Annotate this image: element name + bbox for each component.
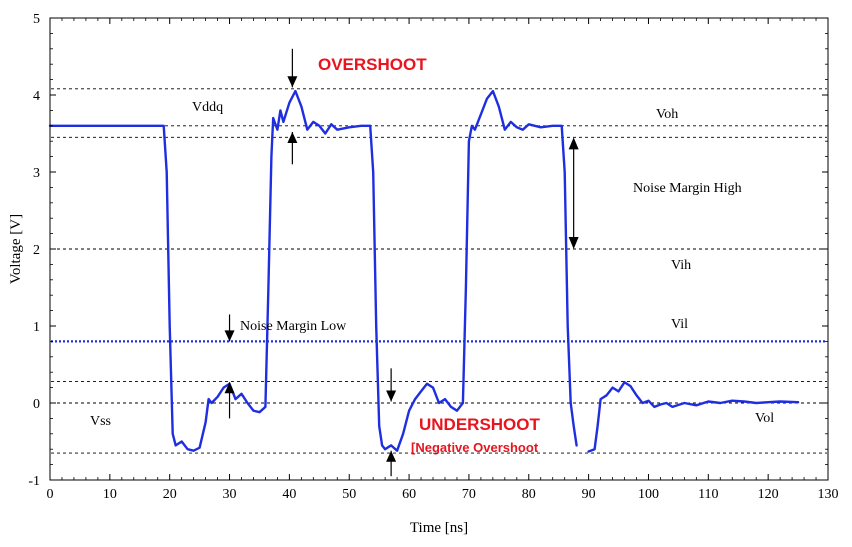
vol-label: Vol xyxy=(755,411,774,426)
reference-lines xyxy=(51,88,827,454)
vil-label: Vil xyxy=(671,317,688,332)
signal-line-segment-1 xyxy=(48,89,578,452)
undershoot-label: UNDERSHOOT xyxy=(419,415,541,434)
x-tick-label: 60 xyxy=(402,487,416,502)
y-axis-title: Voltage [V] xyxy=(8,214,24,284)
x-tick-label: 10 xyxy=(103,487,117,502)
vddq-label: Vddq xyxy=(192,100,223,115)
noise-margin-low-arrow-down-head xyxy=(224,330,235,342)
undershoot-arrow-up-head xyxy=(386,450,397,462)
signal-line-segment-2 xyxy=(587,381,800,453)
overshoot-arrow-up-head xyxy=(287,131,298,143)
y-tick-label: 3 xyxy=(33,166,40,181)
vss-label: Vss xyxy=(90,414,111,429)
x-tick-label: 0 xyxy=(47,487,54,502)
annotation-arrows xyxy=(224,48,579,477)
x-tick-label: 90 xyxy=(582,487,596,502)
y-axis-ticks: -1 0 1 2 3 4 5 xyxy=(28,12,828,489)
x-tick-label: 120 xyxy=(758,487,779,502)
x-axis-title: Time [ns] xyxy=(410,520,468,536)
overshoot-label: OVERSHOOT xyxy=(318,55,427,74)
x-tick-label: 40 xyxy=(282,487,296,502)
x-tick-label: 70 xyxy=(462,487,476,502)
noise-margin-high-head-top xyxy=(568,137,579,150)
x-tick-label: 20 xyxy=(163,487,177,502)
x-tick-label: 130 xyxy=(818,487,839,502)
vih-label: Vih xyxy=(671,258,691,273)
undershoot-arrow-down-head xyxy=(386,390,397,402)
y-tick-label: -1 xyxy=(28,474,40,489)
voh-label: Voh xyxy=(656,107,678,122)
noise-margin-high-label: Noise Margin High xyxy=(633,181,742,196)
y-tick-label: 2 xyxy=(33,243,40,258)
series-layer xyxy=(48,89,800,453)
y-tick-label: 1 xyxy=(33,320,40,335)
x-tick-label: 110 xyxy=(698,487,718,502)
y-tick-label: 5 xyxy=(33,12,40,27)
x-tick-label: 30 xyxy=(223,487,237,502)
y-tick-label: 0 xyxy=(33,397,40,412)
x-tick-label: 100 xyxy=(638,487,659,502)
negative-overshoot-label: [Negative Overshoot xyxy=(411,440,539,455)
noise-margin-low-arrow-up-head xyxy=(224,382,235,394)
noise-margin-high-head-bottom xyxy=(568,237,579,249)
x-axis-ticks: 0 10 20 30 40 50 60 70 80 90 100 110 120 130 xyxy=(47,18,839,502)
noise-margin-low-label: Noise Margin Low xyxy=(240,319,347,334)
x-tick-label: 50 xyxy=(342,487,356,502)
overshoot-arrow-down-head xyxy=(287,76,298,88)
x-tick-label: 80 xyxy=(522,487,536,502)
y-tick-label: 4 xyxy=(33,89,40,104)
